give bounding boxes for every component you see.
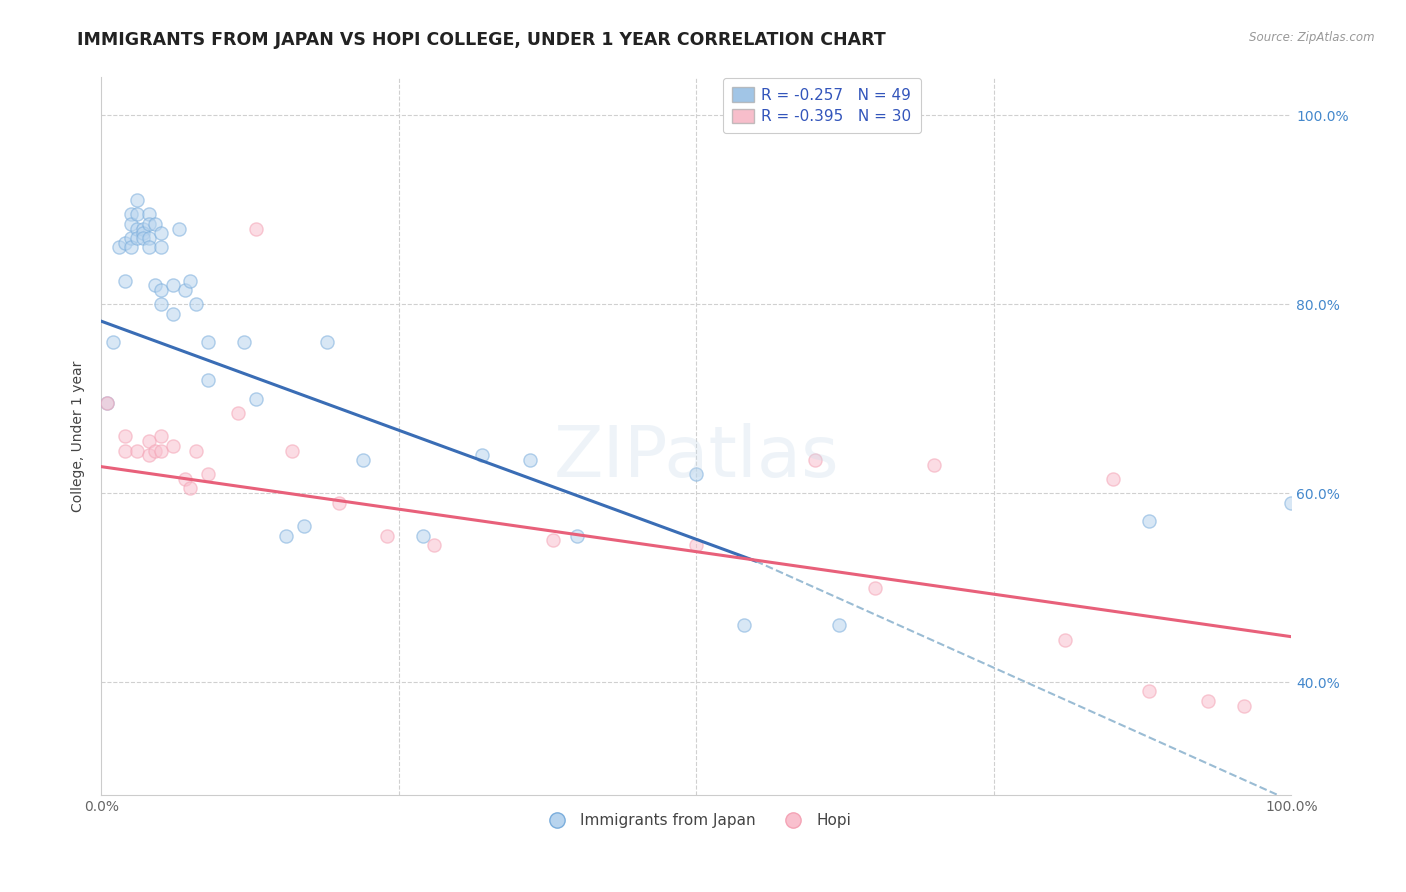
Point bbox=[125, 221, 148, 235]
Point bbox=[280, 443, 302, 458]
Point bbox=[149, 443, 172, 458]
Point bbox=[1197, 694, 1219, 708]
Point bbox=[274, 528, 297, 542]
Point bbox=[120, 217, 142, 231]
Point bbox=[316, 334, 339, 349]
Point bbox=[292, 519, 315, 533]
Point bbox=[162, 307, 184, 321]
Point bbox=[924, 458, 946, 472]
Point bbox=[143, 278, 166, 293]
Point bbox=[197, 373, 219, 387]
Point bbox=[375, 528, 398, 542]
Point bbox=[543, 533, 565, 548]
Point bbox=[138, 240, 160, 254]
Point bbox=[149, 283, 172, 297]
Point bbox=[120, 207, 142, 221]
Point bbox=[197, 467, 219, 482]
Point bbox=[233, 334, 256, 349]
Point bbox=[186, 443, 208, 458]
Point bbox=[245, 392, 267, 406]
Point bbox=[519, 453, 541, 467]
Point bbox=[96, 396, 118, 410]
Point bbox=[149, 240, 172, 254]
Point bbox=[138, 434, 160, 449]
Point bbox=[471, 448, 494, 462]
Point bbox=[412, 528, 434, 542]
Point bbox=[685, 467, 707, 482]
Point bbox=[114, 429, 136, 443]
Point bbox=[143, 217, 166, 231]
Point bbox=[108, 240, 131, 254]
Point bbox=[114, 274, 136, 288]
Point bbox=[125, 193, 148, 207]
Point bbox=[245, 221, 267, 235]
Point bbox=[162, 439, 184, 453]
Point bbox=[101, 334, 124, 349]
Point bbox=[138, 231, 160, 245]
Point bbox=[149, 429, 172, 443]
Point bbox=[352, 453, 374, 467]
Point bbox=[1279, 495, 1302, 509]
Point bbox=[96, 396, 118, 410]
Point bbox=[125, 443, 148, 458]
Point bbox=[173, 472, 195, 486]
Point bbox=[863, 581, 886, 595]
Point bbox=[186, 297, 208, 311]
Point bbox=[1137, 684, 1160, 698]
Point bbox=[149, 297, 172, 311]
Point bbox=[120, 231, 142, 245]
Point bbox=[114, 235, 136, 250]
Point bbox=[120, 240, 142, 254]
Point bbox=[1101, 472, 1123, 486]
Y-axis label: College, Under 1 year: College, Under 1 year bbox=[72, 360, 86, 512]
Point bbox=[125, 207, 148, 221]
Point bbox=[132, 221, 155, 235]
Point bbox=[173, 283, 195, 297]
Point bbox=[179, 482, 201, 496]
Point bbox=[138, 448, 160, 462]
Point bbox=[149, 227, 172, 241]
Point bbox=[828, 618, 851, 632]
Point bbox=[179, 274, 201, 288]
Point bbox=[167, 221, 190, 235]
Point bbox=[226, 406, 249, 420]
Point bbox=[1054, 632, 1077, 647]
Point bbox=[125, 231, 148, 245]
Legend: Immigrants from Japan, Hopi: Immigrants from Japan, Hopi bbox=[536, 807, 858, 834]
Point bbox=[733, 618, 755, 632]
Point bbox=[162, 278, 184, 293]
Point bbox=[423, 538, 446, 552]
Point bbox=[685, 538, 707, 552]
Point bbox=[1137, 515, 1160, 529]
Point bbox=[132, 231, 155, 245]
Point bbox=[197, 334, 219, 349]
Point bbox=[138, 207, 160, 221]
Point bbox=[132, 227, 155, 241]
Point bbox=[567, 528, 589, 542]
Point bbox=[114, 443, 136, 458]
Point bbox=[804, 453, 827, 467]
Text: Source: ZipAtlas.com: Source: ZipAtlas.com bbox=[1250, 31, 1375, 45]
Text: ZIPatlas: ZIPatlas bbox=[554, 424, 839, 492]
Point bbox=[138, 217, 160, 231]
Point bbox=[1233, 698, 1256, 713]
Text: IMMIGRANTS FROM JAPAN VS HOPI COLLEGE, UNDER 1 YEAR CORRELATION CHART: IMMIGRANTS FROM JAPAN VS HOPI COLLEGE, U… bbox=[77, 31, 886, 49]
Point bbox=[143, 443, 166, 458]
Point bbox=[328, 495, 350, 509]
